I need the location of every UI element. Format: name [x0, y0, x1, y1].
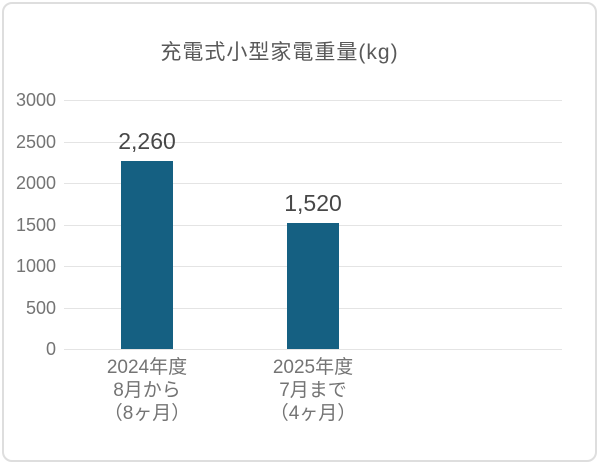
y-axis-label-500: 500 — [25, 297, 56, 318]
gridline-2000 — [64, 183, 562, 184]
x-axis-label-1: 2024年度 8月から （8ヶ月） — [103, 357, 191, 424]
y-axis-label-2500: 2500 — [15, 131, 56, 152]
y-axis-label-2000: 2000 — [15, 173, 56, 193]
y-axis-label-1500: 1500 — [15, 214, 56, 235]
y-axis-label-0: 0 — [45, 339, 56, 359]
gridline-0 — [64, 349, 562, 350]
y-axis-label-3000: 3000 — [15, 90, 56, 110]
bar-value-label-1: 2,260 — [118, 128, 176, 155]
bar-1 — [121, 161, 173, 349]
y-axis-label-1000: 1000 — [15, 256, 56, 276]
gridline-2500 — [64, 141, 562, 143]
x-axis-label-2: 2025年度 7月まで （4ヶ月） — [269, 357, 357, 424]
bar-2 — [287, 222, 339, 349]
bar-value-label-2: 1,520 — [284, 189, 342, 216]
gridline-3000 — [64, 100, 562, 101]
chart-title: 充電式小型家電重量(kg) — [160, 41, 399, 64]
